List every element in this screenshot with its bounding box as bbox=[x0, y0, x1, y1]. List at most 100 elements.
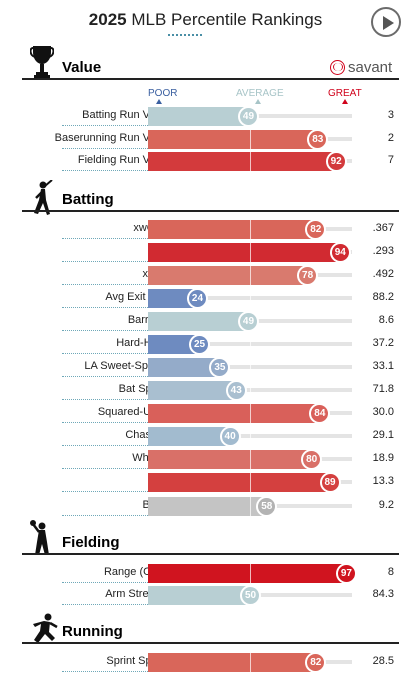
metric-value-bb: 9.2 bbox=[378, 499, 394, 511]
percentile-bubble-xslg[interactable]: 78 bbox=[297, 265, 319, 286]
midpoint-tick bbox=[250, 653, 251, 672]
percentile-bubble-barrel[interactable]: 49 bbox=[237, 311, 259, 332]
percentile-bar-range-oaa[interactable] bbox=[148, 564, 346, 583]
midpoint-tick bbox=[250, 266, 251, 285]
percentile-bar-la-sweet-spot[interactable] bbox=[148, 358, 220, 377]
scale-great-arrow bbox=[342, 99, 348, 104]
percentile-bar-avg-exit-velo[interactable] bbox=[148, 289, 197, 308]
percentile-bar-sprint-speed[interactable] bbox=[148, 653, 316, 672]
metric-underline bbox=[62, 353, 170, 354]
savant-logo[interactable]: savant bbox=[330, 58, 392, 76]
metric-underline bbox=[62, 515, 170, 516]
midpoint-tick bbox=[250, 497, 251, 516]
trophy-icon bbox=[29, 44, 55, 89]
percentile-bar-xwoba[interactable] bbox=[148, 220, 316, 239]
midpoint-tick bbox=[250, 450, 251, 469]
metric-value-squared-up: 30.0 bbox=[372, 406, 394, 418]
title-year: 2025 bbox=[88, 10, 127, 29]
percentile-bar-bb[interactable] bbox=[148, 497, 267, 516]
percentile-bar-squared-up[interactable] bbox=[148, 404, 320, 423]
percentile-bar-baserunning-run-value[interactable] bbox=[148, 130, 318, 149]
percentile-bar-xslg[interactable] bbox=[148, 266, 308, 285]
metric-value-barrel: 8.6 bbox=[378, 314, 394, 326]
percentile-bar-chase[interactable] bbox=[148, 427, 230, 446]
metric-underline bbox=[62, 330, 170, 331]
midpoint-tick bbox=[250, 473, 251, 492]
percentile-bubble-k[interactable]: 89 bbox=[319, 472, 341, 493]
percentile-bubble-la-sweet-spot[interactable]: 35 bbox=[209, 357, 231, 378]
metric-value-chase: 29.1 bbox=[372, 429, 394, 441]
percentile-bubble-whiff[interactable]: 80 bbox=[301, 449, 323, 470]
section-divider-batting bbox=[22, 210, 399, 212]
percentile-bubble-squared-up[interactable]: 84 bbox=[309, 403, 331, 424]
midpoint-tick bbox=[250, 335, 251, 354]
midpoint-tick bbox=[250, 358, 251, 377]
midpoint-tick bbox=[250, 243, 251, 262]
percentile-bar-barrel[interactable] bbox=[148, 312, 248, 331]
title-text: MLB Percentile Rankings bbox=[131, 10, 323, 29]
title-underline bbox=[168, 34, 202, 36]
play-button[interactable] bbox=[371, 7, 401, 37]
section-title-fielding: Fielding bbox=[62, 534, 120, 551]
percentile-bubble-sprint-speed[interactable]: 82 bbox=[305, 652, 327, 673]
metric-underline bbox=[62, 604, 170, 605]
percentile-bubble-xwoba[interactable]: 82 bbox=[305, 219, 327, 240]
savant-label: savant bbox=[348, 58, 393, 76]
midpoint-tick bbox=[250, 564, 251, 583]
metric-underline bbox=[62, 491, 170, 492]
percentile-bar-whiff[interactable] bbox=[148, 450, 312, 469]
metric-underline bbox=[62, 582, 170, 583]
metric-value-k: 13.3 bbox=[372, 475, 394, 487]
percentile-bar-fielding-run-value[interactable] bbox=[148, 152, 336, 171]
midpoint-tick bbox=[250, 289, 251, 308]
percentile-bar-k[interactable] bbox=[148, 473, 330, 492]
metric-value-la-sweet-spot: 33.1 bbox=[372, 360, 394, 372]
section-divider-value bbox=[22, 78, 399, 80]
midpoint-tick bbox=[250, 381, 251, 400]
percentile-bar-bat-speed[interactable] bbox=[148, 381, 236, 400]
percentile-bubble-xba[interactable]: 94 bbox=[329, 242, 351, 263]
metric-underline bbox=[62, 284, 170, 285]
metric-underline bbox=[62, 376, 170, 377]
metric-underline bbox=[62, 468, 170, 469]
percentile-bubble-batting-run-value[interactable]: 49 bbox=[237, 106, 259, 127]
section-divider-running bbox=[22, 642, 399, 644]
percentile-bubble-chase[interactable]: 40 bbox=[219, 426, 241, 447]
metric-value-batting-run-value: 3 bbox=[387, 109, 394, 121]
metric-underline bbox=[62, 445, 170, 446]
metric-value-bat-speed: 71.8 bbox=[372, 383, 394, 395]
runner-icon bbox=[28, 613, 60, 654]
section-title-value: Value bbox=[62, 59, 102, 76]
fielder-icon bbox=[30, 520, 54, 563]
batter-icon bbox=[28, 179, 54, 223]
metric-value-xslg: .492 bbox=[372, 268, 394, 280]
midpoint-tick bbox=[250, 220, 251, 239]
percentile-bubble-avg-exit-velo[interactable]: 24 bbox=[186, 288, 208, 309]
metric-underline bbox=[62, 261, 170, 262]
midpoint-tick bbox=[250, 130, 251, 149]
scale-average-arrow bbox=[255, 99, 261, 104]
metric-value-hard-hit: 37.2 bbox=[372, 337, 394, 349]
percentile-bar-batting-run-value[interactable] bbox=[148, 107, 248, 126]
metric-label-fielding-run-value: Fielding Run Value bbox=[77, 154, 170, 166]
percentile-bubble-range-oaa[interactable]: 97 bbox=[335, 563, 357, 584]
metric-value-arm-strength: 84.3 bbox=[372, 588, 394, 600]
percentile-bubble-baserunning-run-value[interactable]: 83 bbox=[307, 129, 329, 150]
percentile-bubble-hard-hit[interactable]: 25 bbox=[189, 334, 210, 355]
metric-underline bbox=[62, 399, 170, 400]
metric-value-fielding-run-value: 7 bbox=[387, 154, 394, 166]
percentile-bar-hard-hit[interactable] bbox=[148, 335, 199, 354]
percentile-bubble-fielding-run-value[interactable]: 92 bbox=[325, 151, 347, 172]
scale-average-label: AVERAGE bbox=[236, 88, 284, 99]
section-title-running: Running bbox=[62, 623, 123, 640]
scale-poor-label: POOR bbox=[148, 88, 178, 99]
percentile-bar-xba[interactable] bbox=[148, 243, 340, 262]
percentile-bubble-bat-speed[interactable]: 43 bbox=[225, 380, 247, 401]
scale-great-label: GREAT bbox=[328, 88, 362, 99]
percentile-bubble-arm-strength[interactable]: 50 bbox=[240, 585, 261, 606]
percentile-bubble-bb[interactable]: 58 bbox=[256, 496, 278, 517]
metric-value-range-oaa: 8 bbox=[387, 566, 394, 578]
midpoint-tick bbox=[250, 427, 251, 446]
section-divider-fielding bbox=[22, 553, 399, 555]
percentile-bar-arm-strength[interactable] bbox=[148, 586, 250, 605]
